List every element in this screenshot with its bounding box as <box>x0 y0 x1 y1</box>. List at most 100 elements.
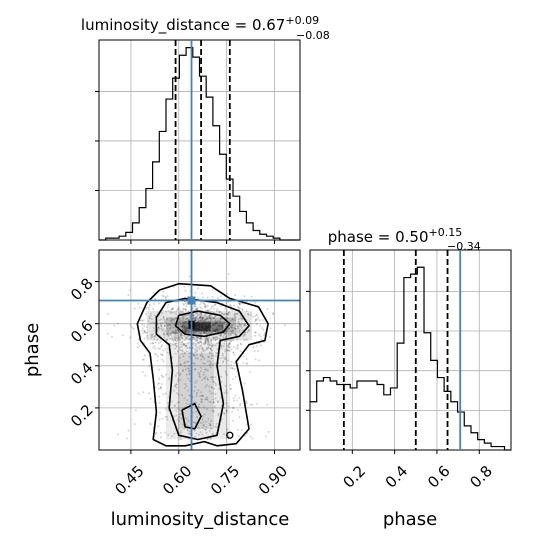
scatter-point <box>224 332 226 335</box>
scatter-point <box>206 398 209 401</box>
scatter-point <box>208 429 211 432</box>
scatter-point <box>202 319 205 322</box>
scatter-point <box>160 345 163 348</box>
scatter-point <box>166 333 169 336</box>
scatter-point <box>148 308 150 311</box>
scatter-point <box>243 382 246 385</box>
scatter-point <box>201 347 204 350</box>
scatter-point <box>173 415 176 418</box>
scatter-point <box>179 363 182 366</box>
scatter-point <box>212 401 215 404</box>
scatter-point <box>178 320 181 323</box>
scatter-point <box>212 380 215 383</box>
scatter-point <box>227 344 230 346</box>
scatter-point <box>216 297 219 300</box>
scatter-point <box>227 333 230 336</box>
scatter-point <box>199 354 202 357</box>
title-main: phase = 0.50 <box>328 228 429 246</box>
scatter-point <box>199 337 201 340</box>
scatter-point <box>222 360 225 363</box>
scatter-point <box>257 316 260 319</box>
scatter-point <box>200 316 203 319</box>
scatter-point <box>215 351 218 354</box>
scatter-point <box>209 438 212 440</box>
scatter-point <box>177 420 180 422</box>
scatter-point <box>207 355 210 358</box>
scatter-point <box>234 328 237 330</box>
scatter-point <box>194 319 197 322</box>
scatter-point <box>173 389 176 392</box>
scatter-point <box>173 323 176 326</box>
scatter-point <box>175 331 178 334</box>
scatter-point <box>180 326 183 329</box>
scatter-point <box>183 352 186 355</box>
scatter-point <box>200 312 203 315</box>
scatter-point <box>223 406 226 409</box>
scatter-point <box>196 308 199 311</box>
scatter-point <box>180 341 183 344</box>
scatter-point <box>152 321 154 324</box>
scatter-point <box>149 397 152 400</box>
scatter-point <box>213 324 216 327</box>
scatter-point <box>185 423 188 426</box>
scatter-point <box>167 433 170 436</box>
scatter-point <box>195 393 198 396</box>
scatter-point <box>201 418 204 421</box>
scatter-point <box>180 325 183 328</box>
scatter-point <box>187 318 190 321</box>
scatter-point <box>238 308 240 311</box>
scatter-point <box>211 376 214 379</box>
contour-line-1 <box>155 297 250 441</box>
scatter-point <box>176 407 179 410</box>
scatter-point <box>202 394 205 397</box>
scatter-point <box>224 333 227 335</box>
scatter-point <box>163 319 166 322</box>
scatter-point <box>164 415 167 418</box>
scatter-point <box>234 376 237 378</box>
scatter-point <box>200 314 203 317</box>
scatter-point <box>164 321 166 324</box>
scatter-point <box>174 336 177 339</box>
scatter-point <box>196 341 199 343</box>
scatter-point <box>193 336 196 339</box>
scatter-point <box>206 377 209 380</box>
scatter-point <box>249 435 252 438</box>
scatter-point <box>164 296 167 299</box>
scatter-point <box>212 336 215 339</box>
scatter-point <box>252 315 255 318</box>
scatter-point <box>204 377 207 380</box>
scatter-point <box>171 311 174 314</box>
scatter-point <box>209 317 212 320</box>
scatter-point <box>155 432 158 435</box>
scatter-point <box>227 328 230 331</box>
scatter-point <box>224 323 227 326</box>
scatter-point <box>186 428 189 431</box>
scatter-point <box>160 374 163 377</box>
scatter-point <box>174 384 177 387</box>
scatter-point <box>154 297 156 300</box>
scatter-point <box>182 302 185 305</box>
scatter-point <box>213 328 216 331</box>
scatter-point <box>107 312 109 315</box>
scatter-point <box>164 310 167 313</box>
scatter-point <box>173 318 176 320</box>
scatter-point <box>184 320 187 323</box>
scatter-point <box>178 338 180 341</box>
scatter-point <box>223 357 226 360</box>
scatter-point <box>208 363 211 366</box>
scatter-point <box>137 302 140 305</box>
scatter-point <box>219 396 222 399</box>
scatter-point <box>170 317 172 320</box>
title-sup: +0.15 <box>429 226 463 239</box>
scatter-point <box>239 350 242 353</box>
scatter-point <box>234 313 237 316</box>
scatter-point <box>237 409 239 412</box>
scatter-point <box>201 421 204 424</box>
scatter-point <box>226 323 229 326</box>
scatter-point <box>222 361 225 364</box>
scatter-point <box>187 367 190 370</box>
scatter-point <box>218 310 221 313</box>
scatter-point <box>233 312 236 315</box>
scatter-point <box>219 318 222 320</box>
